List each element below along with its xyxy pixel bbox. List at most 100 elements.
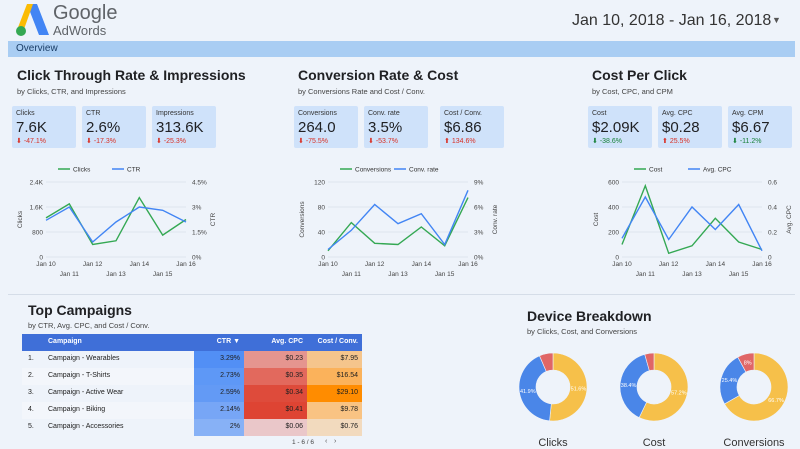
y-tick-label-left: 2.4K (30, 180, 44, 187)
scorecard-conv-rate: Conv. rate 3.5% ⬇ -53.7% (364, 106, 428, 148)
x-tick-label: Jan 11 (60, 271, 79, 278)
column-header-cell[interactable]: Avg. CPC (244, 334, 307, 351)
scorecard-ctr: CTR 2.6% ⬇ -17.3% (82, 106, 146, 148)
donut-slice-blue (518, 355, 552, 422)
line-chart-clicks-ctr: Clicks CTR 2.4K 1.6K 800 0 4.5% 3% 1.5% 0% Clicks C… (17, 167, 217, 279)
scorecard-value: 313.6K (156, 119, 204, 136)
y-axis-title-right: Avg. CPC (786, 205, 793, 234)
campaign-name: Campaign - Biking (48, 406, 106, 413)
y-tick-label-left: 1.6K (30, 205, 44, 212)
x-tick-label: Jan 15 (153, 271, 173, 278)
x-tick-label: Jan 11 (342, 271, 361, 278)
donut-slice-blue (619, 353, 650, 418)
x-tick-label: Jan 16 (752, 261, 772, 268)
x-tick-label: Jan 16 (458, 261, 478, 268)
scorecard-cost: Cost $2.09K ⬇ -38.6% (588, 106, 652, 148)
x-tick-label: Jan 14 (412, 261, 432, 268)
column-header-cell[interactable]: CTR ▼ (194, 334, 244, 351)
campaign-name: Campaign - Wearables (48, 355, 120, 362)
row-index: 1. (28, 355, 34, 362)
y-tick-label-right: 6% (474, 205, 484, 212)
scorecard-value: $6.86 (444, 119, 482, 136)
brand-adwords: AdWords (53, 23, 107, 38)
row-index: 2. (28, 372, 34, 379)
y-tick-label-left: 200 (608, 230, 619, 237)
y-tick-label-right: 0.6 (768, 180, 777, 187)
scorecard-delta: -25.3% (163, 138, 187, 145)
scorecard-label: Conv. rate (368, 110, 400, 117)
scorecard-label: Conversions (298, 110, 337, 117)
table-row[interactable]: 4. Campaign - Biking 2.14% $0.41 $9.78 (22, 402, 362, 419)
device-breakdown-subtitle: by Clicks, Cost, and Conversions (527, 327, 638, 336)
table-row[interactable]: 3. Campaign - Active Wear 2.59% $0.34 $29.10 (22, 385, 362, 402)
ctr-cell: 2% (194, 419, 244, 436)
legend-label: Conv. rate (409, 167, 439, 174)
date-range-selector[interactable]: Jan 10, 2018 - Jan 16, 2018 (572, 12, 772, 29)
arrow-down-icon: ⬇ (298, 138, 304, 145)
table-row[interactable]: 2. Campaign - T-Shirts 2.73% $0.35 $16.54 (22, 368, 362, 385)
scorecard-value: 264.0 (298, 119, 336, 136)
donut-title-clicks: Clicks (538, 437, 568, 449)
x-tick-label: Jan 13 (106, 271, 126, 278)
row-index: 5. (28, 423, 34, 430)
x-tick-label: Jan 14 (706, 261, 726, 268)
donut-title-cost: Cost (643, 437, 666, 449)
pager-next-icon[interactable]: › (334, 438, 337, 445)
scorecard-delta: -38.6% (599, 138, 623, 145)
x-tick-label: Jan 12 (365, 261, 385, 268)
scorecard-delta: -17.3% (93, 138, 117, 145)
adwords-logo-icon (16, 4, 49, 36)
campaign-name: Campaign - T-Shirts (48, 372, 111, 379)
y-tick-label-right: 3% (474, 230, 484, 237)
column-header-campaign: Campaign (48, 338, 82, 345)
caret-down-icon[interactable]: ▼ (772, 15, 781, 25)
cost-per-conv-cell: $9.78 (307, 402, 362, 419)
x-tick-label: Jan 14 (130, 261, 150, 268)
table-row[interactable]: 5. Campaign - Accessories 2% $0.06 $0.76 (22, 419, 362, 436)
table-pager[interactable]: 1 - 6 / 6 (292, 439, 315, 446)
avg-cpc-value: $0.35 (285, 372, 303, 379)
avg-cpc-cell: $0.41 (244, 402, 307, 419)
cost-per-conv-cell: $16.54 (307, 368, 362, 385)
y-tick-label-left: 0 (39, 255, 43, 262)
column-header-avg-cpc: Avg. CPC (271, 338, 303, 345)
cost-per-conv-value: $0.76 (340, 423, 358, 430)
donut-slice-label: 38.4% (621, 383, 637, 389)
scorecard-avg-cpc: Avg. CPC $0.28 ⬆ 25.5% (658, 106, 722, 148)
tab-overview[interactable]: Overview (16, 43, 58, 54)
scorecard-clicks: Clicks 7.6K ⬇ -47.1% (12, 106, 76, 148)
scorecard-value: 7.6K (16, 119, 47, 136)
pager-prev-icon[interactable]: ‹ (325, 438, 328, 445)
legend-label: Avg. CPC (703, 167, 732, 174)
section-subtitle-conversion: by Conversions Rate and Cost / Conv. (298, 87, 426, 96)
donut-slice-yellow (724, 352, 789, 422)
table-header-row: Campaign CTR ▼ Avg. CPC Cost / Conv. (22, 334, 362, 351)
scorecard-value: $6.67 (732, 119, 770, 136)
scorecard-conversions: Conversions 264.0 ⬇ -75.5% (294, 106, 358, 148)
brand-google: Google (53, 2, 118, 24)
scorecard-delta: -53.7% (375, 138, 399, 145)
y-tick-label-right: 0% (474, 255, 484, 262)
scorecard-value: $0.28 (662, 119, 700, 136)
legend-label: CTR (127, 167, 141, 174)
avg-cpc-value: $0.41 (285, 406, 303, 413)
series-line-clicks (45, 196, 187, 246)
avg-cpc-cell: $0.35 (244, 368, 307, 385)
scorecard-delta: -75.5% (305, 138, 329, 145)
scorecard-value: $2.09K (592, 119, 640, 136)
column-header-cell[interactable]: Cost / Conv. (307, 334, 362, 351)
donut-slice-label: 57.2% (671, 391, 687, 397)
donut-slice-label: 25.4% (722, 378, 738, 384)
scorecard-value: 3.5% (368, 119, 403, 136)
top-campaigns-subtitle: by CTR, Avg. CPC, and Cost / Conv. (28, 321, 150, 330)
y-tick-label-right: 0 (768, 255, 772, 262)
arrow-up-icon: ⬆ (662, 138, 668, 145)
x-tick-label: Jan 10 (612, 261, 632, 268)
scorecard-delta: -47.1% (23, 138, 47, 145)
y-tick-label-right: 4.5% (192, 180, 207, 187)
donut-title-conversions: Conversions (723, 437, 785, 449)
cost-per-conv-cell: $0.76 (307, 419, 362, 436)
table-row[interactable]: 1. Campaign - Wearables 3.29% $0.23 $7.95 (22, 351, 362, 368)
device-donut-charts: 51.6% 41.9% Clicks 57.2% 38.4% Cost 66.7% 25.4%… (518, 352, 789, 449)
scorecard-delta: 134.6% (451, 138, 476, 145)
